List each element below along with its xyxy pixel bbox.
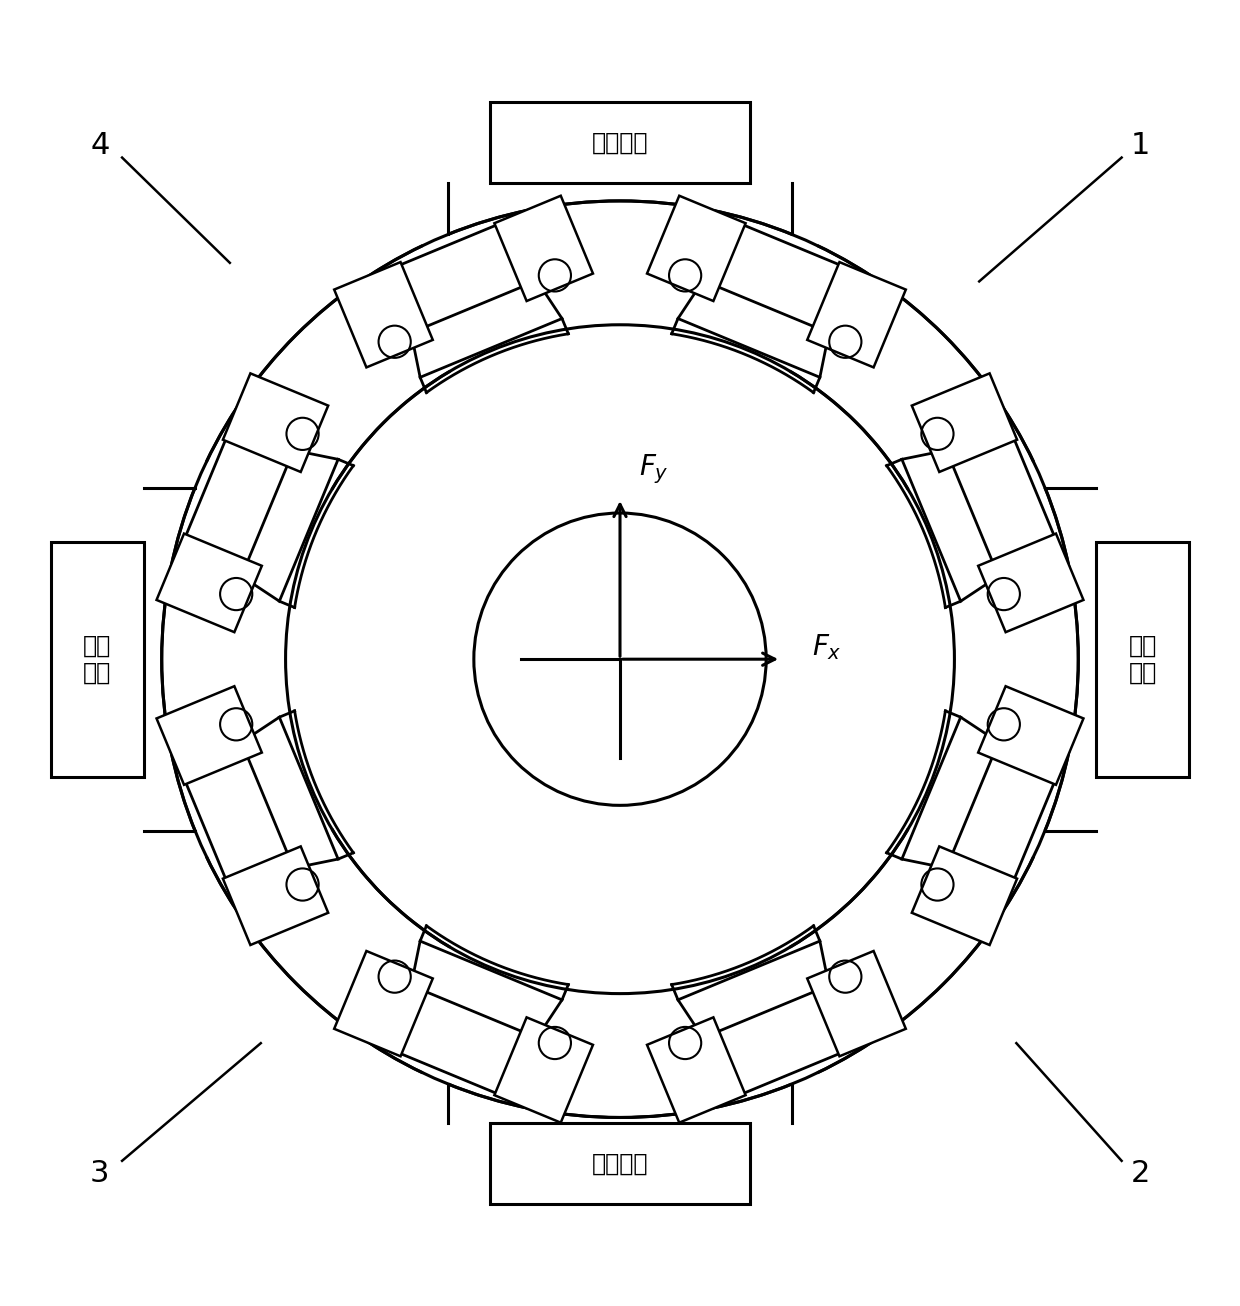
Polygon shape [412, 942, 562, 1038]
Polygon shape [180, 741, 298, 893]
Text: $F_y$: $F_y$ [639, 452, 668, 486]
Polygon shape [901, 717, 998, 868]
Polygon shape [647, 196, 745, 302]
Polygon shape [334, 951, 433, 1057]
Polygon shape [223, 846, 329, 946]
Polygon shape [807, 263, 906, 367]
Polygon shape [911, 374, 1017, 471]
Text: 1: 1 [1131, 131, 1149, 159]
Polygon shape [911, 846, 1017, 946]
Text: 3: 3 [91, 1158, 109, 1187]
Polygon shape [678, 281, 828, 377]
Polygon shape [386, 982, 538, 1100]
Polygon shape [180, 424, 298, 577]
Polygon shape [901, 451, 998, 601]
Polygon shape [807, 951, 906, 1057]
Text: 可控供电: 可控供电 [591, 1152, 649, 1175]
Bar [490, 102, 750, 183]
Polygon shape [223, 374, 329, 471]
Text: 可控
供电: 可控 供电 [83, 633, 112, 686]
Polygon shape [978, 686, 1084, 785]
Polygon shape [495, 1017, 593, 1123]
Polygon shape [702, 219, 854, 336]
Polygon shape [412, 281, 562, 377]
Polygon shape [678, 942, 828, 1038]
Bar [490, 1123, 750, 1204]
Polygon shape [942, 741, 1060, 893]
Polygon shape [242, 717, 339, 868]
Polygon shape [978, 534, 1084, 632]
Polygon shape [942, 424, 1060, 577]
Text: 4: 4 [91, 131, 109, 159]
Polygon shape [156, 534, 262, 632]
Text: 可控
供电: 可控 供电 [1128, 633, 1157, 686]
Polygon shape [156, 686, 262, 785]
Text: $F_x$: $F_x$ [812, 632, 842, 662]
Polygon shape [242, 451, 339, 601]
Polygon shape [334, 263, 433, 367]
Polygon shape [386, 219, 538, 336]
Bar [1096, 542, 1189, 777]
Polygon shape [495, 196, 593, 302]
Polygon shape [647, 1017, 745, 1123]
Bar [51, 542, 144, 777]
Polygon shape [702, 982, 854, 1100]
Text: 2: 2 [1131, 1158, 1149, 1187]
Text: 可控供电: 可控供电 [591, 131, 649, 154]
